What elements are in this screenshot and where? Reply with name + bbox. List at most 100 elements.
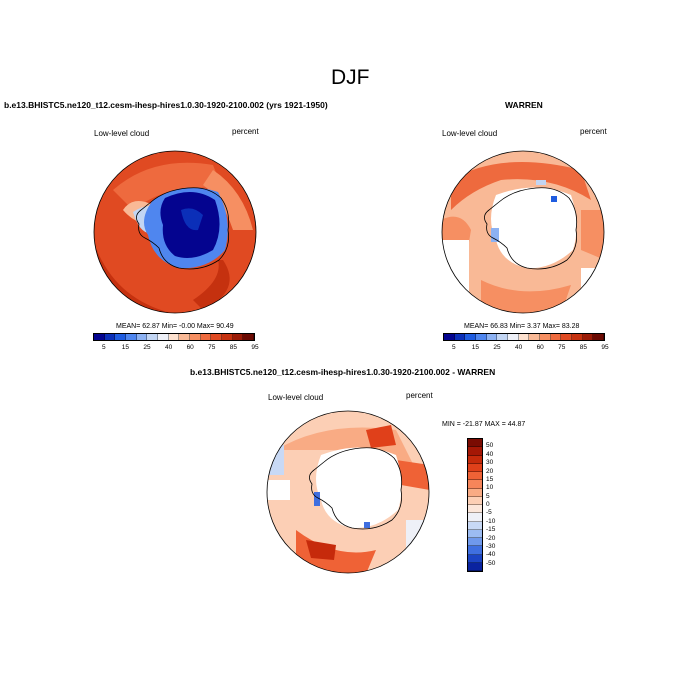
- obs-colorbar-swatch: [593, 334, 605, 340]
- diff-colorbar-tick-label: 0: [486, 501, 490, 508]
- model-colorbar-swatch: [190, 334, 201, 340]
- diff-colorbar-tick-label: 15: [486, 475, 494, 483]
- obs-colorbar-swatch: [476, 334, 487, 340]
- diff-colorbar-swatch: [468, 505, 482, 514]
- diff-colorbar-swatch: [468, 447, 482, 456]
- model-colorbar-swatch: [179, 334, 191, 340]
- model-colorbar-tick-label: 85: [229, 344, 238, 351]
- diff-colorbar-swatch: [468, 463, 482, 472]
- model-colorbar-tick-label: 95: [251, 344, 259, 351]
- diff-units-label: percent: [406, 391, 433, 400]
- diff-colorbar-swatch: [468, 480, 482, 489]
- model-colorbar-tick-label: 25: [143, 344, 151, 351]
- obs-colorbar-swatch: [486, 334, 498, 340]
- obs-colorbar-tick-label: 95: [601, 344, 609, 351]
- obs-colorbar-swatch: [497, 334, 509, 340]
- model-colorbar-swatch: [222, 334, 233, 340]
- model-colorbar-swatch: [168, 334, 180, 340]
- model-colorbar-tick-label: 5: [101, 344, 106, 351]
- obs-colorbar-swatch: [454, 334, 466, 340]
- model-panel-title: b.e13.BHISTC5.ne120_t12.cesm-ihesp-hires…: [4, 100, 328, 110]
- obs-colorbar-swatch: [550, 334, 562, 340]
- obs-colorbar-swatch: [582, 334, 594, 340]
- obs-colorbar-tick-label: 15: [471, 344, 480, 351]
- obs-polar-map: [441, 150, 605, 314]
- model-colorbar: [93, 333, 255, 341]
- obs-colorbar-swatch: [518, 334, 530, 340]
- obs-colorbar-swatch: [444, 334, 455, 340]
- diff-colorbar-swatch: [468, 538, 482, 547]
- diff-colorbar-swatch: [468, 529, 482, 538]
- model-antarctica-coastline: [136, 187, 230, 270]
- obs-stats: MEAN= 66.83 Min= 3.37 Max= 83.28: [464, 323, 580, 330]
- obs-colorbar-tick-label: 25: [493, 344, 501, 351]
- diff-colorbar-swatch: [468, 513, 482, 522]
- model-colorbar-swatch: [126, 334, 137, 340]
- model-polar-map: [93, 150, 257, 314]
- model-stats: MEAN= 62.87 Min= -0.00 Max= 90.49: [116, 323, 234, 330]
- obs-colorbar-swatch: [465, 334, 477, 340]
- diff-colorbar-labels: 50 40 30 20 15 10 5 0 -5 -10 -15 -20 -30 -40 -50: [486, 438, 516, 572]
- obs-colorbar-tick-label: 85: [579, 344, 588, 351]
- model-colorbar-swatch: [147, 334, 159, 340]
- diff-panel-title: b.e13.BHISTC5.ne120_t12.cesm-ihesp-hires…: [190, 367, 496, 377]
- diff-colorbar-tick-label: -15: [486, 526, 496, 534]
- model-colorbar-swatch: [243, 334, 255, 340]
- obs-colorbar-tick-label: 75: [558, 344, 566, 351]
- model-colorbar-swatch: [232, 334, 244, 340]
- obs-variable-label: Low-level cloud: [442, 129, 498, 138]
- obs-colorbar-labels: 5 15 25 40 60 75 85 95: [443, 344, 609, 354]
- diff-colorbar-swatch: [468, 546, 482, 555]
- diff-colorbar-tick-label: 30: [486, 459, 494, 467]
- obs-colorbar-tick-label: 40: [514, 344, 523, 351]
- diff-antarctica-coastline: [309, 447, 403, 530]
- model-variable-label: Low-level cloud: [94, 129, 150, 138]
- diff-variable-label: Low-level cloud: [268, 393, 324, 402]
- figure-title: DJF: [331, 66, 370, 89]
- diff-colorbar-swatch: [468, 562, 482, 571]
- diff-colorbar-tick-label: 40: [486, 450, 494, 458]
- model-colorbar-swatch: [136, 334, 148, 340]
- model-colorbar-labels: 5 15 25 40 60 75 85 95: [93, 344, 259, 354]
- model-colorbar-tick-label: 60: [186, 344, 194, 351]
- diff-colorbar-tick-label: 50: [486, 442, 494, 450]
- diff-colorbar-tick-label: -5: [486, 509, 492, 517]
- diff-colorbar-tick-label: -40: [486, 551, 496, 559]
- obs-units-label: percent: [580, 127, 607, 136]
- obs-antarctica-coastline: [484, 187, 578, 270]
- obs-colorbar-tick-label: 5: [451, 344, 456, 351]
- diff-polar-map: [266, 410, 430, 574]
- model-colorbar-swatch: [158, 334, 169, 340]
- diff-colorbar-tick-label: -20: [486, 534, 496, 542]
- model-colorbar-tick-label: 75: [208, 344, 216, 351]
- model-colorbar-swatch: [200, 334, 212, 340]
- model-colorbar-swatch: [115, 334, 127, 340]
- diff-colorbar-swatch: [468, 488, 482, 497]
- obs-panel-title: WARREN: [505, 100, 543, 110]
- obs-colorbar: [443, 333, 605, 341]
- diff-colorbar-swatch: [468, 554, 482, 563]
- model-colorbar-swatch: [94, 334, 105, 340]
- diff-colorbar-tick-label: 10: [486, 484, 494, 492]
- diff-colorbar-swatch: [468, 521, 482, 530]
- obs-colorbar-swatch: [561, 334, 573, 340]
- obs-colorbar-swatch: [529, 334, 541, 340]
- diff-colorbar-swatch: [468, 439, 482, 448]
- obs-colorbar-swatch: [540, 334, 551, 340]
- diff-colorbar-tick-label: -10: [486, 517, 496, 525]
- model-units-label: percent: [232, 127, 259, 136]
- diff-stats: MIN = -21.87 MAX = 44.87: [442, 421, 526, 428]
- diff-colorbar-tick-label: 5: [486, 492, 490, 500]
- obs-colorbar-tick-label: 60: [536, 344, 544, 351]
- diff-colorbar: [467, 438, 483, 572]
- diff-colorbar-tick-label: 20: [486, 467, 494, 475]
- obs-colorbar-swatch: [572, 334, 583, 340]
- obs-colorbar-swatch: [508, 334, 519, 340]
- diff-colorbar-tick-label: -30: [486, 542, 496, 550]
- model-colorbar-swatch: [104, 334, 116, 340]
- diff-colorbar-swatch: [468, 472, 482, 481]
- diff-colorbar-swatch: [468, 455, 482, 464]
- model-colorbar-tick-label: 40: [164, 344, 173, 351]
- model-colorbar-tick-label: 15: [121, 344, 130, 351]
- diff-colorbar-swatch: [468, 496, 482, 505]
